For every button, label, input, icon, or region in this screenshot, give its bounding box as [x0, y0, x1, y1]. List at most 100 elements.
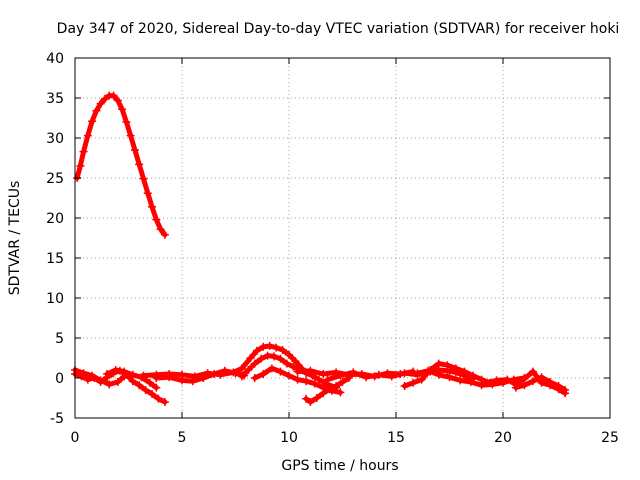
data-point — [387, 372, 396, 381]
x-tick-label-2: 10 — [280, 430, 298, 446]
data-point — [244, 366, 253, 374]
data-point — [503, 375, 512, 384]
data-point — [546, 378, 555, 386]
data-point — [325, 385, 334, 394]
data-point — [111, 366, 120, 374]
data-point — [336, 371, 345, 380]
data-point — [135, 160, 144, 169]
x-tick-label-0: 0 — [71, 430, 80, 446]
data-point — [293, 375, 302, 384]
data-point — [145, 378, 154, 387]
data-point — [92, 106, 101, 115]
data-point — [460, 367, 469, 376]
data-point — [285, 371, 293, 380]
data-point — [302, 377, 311, 386]
y-tick-label-2: 5 — [55, 331, 64, 347]
data-point — [336, 388, 345, 397]
data-point — [96, 376, 105, 385]
plot-frame — [74, 57, 611, 419]
data-point — [314, 375, 323, 384]
y-tick-label-7: 30 — [46, 131, 64, 147]
data-point — [154, 394, 163, 403]
data-point — [79, 147, 88, 156]
data-point — [109, 91, 118, 100]
data-point — [259, 370, 268, 378]
series-segment-b — [71, 366, 129, 389]
series-segment-h — [302, 374, 353, 406]
data-point — [141, 386, 150, 394]
data-point — [135, 381, 144, 390]
data-point — [349, 368, 358, 377]
data-point — [156, 225, 165, 234]
data-point — [152, 374, 161, 382]
axis-ticks: 0 5 10 15 20 25 -5 0 5 10 15 20 25 30 35 40 — [46, 51, 619, 446]
data-point — [278, 346, 287, 354]
data-point — [113, 378, 122, 386]
y-tick-label-1: 0 — [55, 371, 64, 387]
data-point — [103, 370, 112, 378]
y-tick-label-4: 15 — [46, 251, 64, 267]
data-point — [312, 394, 321, 402]
data-points — [71, 91, 570, 406]
data-point — [160, 230, 169, 239]
data-point — [88, 371, 97, 380]
data-point — [100, 94, 109, 103]
data-point — [118, 105, 127, 114]
data-point — [76, 162, 85, 170]
x-axis-label: GPS time / hours — [281, 458, 398, 474]
data-point — [267, 364, 276, 373]
data-point — [88, 117, 97, 126]
series-trace-peak — [74, 93, 168, 238]
data-point — [302, 394, 311, 403]
data-point — [270, 352, 279, 361]
data-point — [263, 351, 272, 360]
data-point — [105, 380, 114, 389]
data-point — [400, 369, 409, 378]
data-point — [306, 366, 315, 375]
data-point — [237, 364, 246, 373]
data-point — [160, 398, 169, 406]
data-point — [537, 373, 546, 382]
data-point — [178, 376, 186, 385]
x-tick-label-3: 15 — [387, 430, 405, 446]
data-point — [445, 373, 454, 382]
y-tick-label-6: 25 — [46, 171, 64, 187]
data-point — [130, 146, 139, 154]
data-point — [477, 381, 486, 390]
x-tick-label-5: 25 — [601, 430, 619, 446]
data-point — [456, 376, 465, 385]
data-point — [188, 377, 197, 386]
data-point — [466, 378, 475, 386]
data-point — [413, 369, 422, 378]
data-point — [276, 354, 285, 363]
data-point — [152, 215, 161, 224]
data-point — [250, 374, 259, 382]
data-point — [282, 359, 291, 368]
data-point — [237, 372, 246, 381]
data-point — [409, 378, 418, 387]
series-peak — [73, 91, 169, 239]
data-point — [152, 383, 161, 392]
data-point — [210, 370, 219, 378]
data-point — [165, 373, 174, 382]
data-point — [434, 370, 443, 379]
data-point — [246, 354, 255, 362]
y-tick-label-8: 35 — [46, 91, 64, 107]
data-point — [252, 346, 261, 355]
data-point — [323, 375, 332, 384]
y-tick-label-5: 20 — [46, 211, 64, 227]
data-point — [400, 382, 409, 390]
data-point — [231, 369, 240, 378]
data-point — [417, 375, 426, 384]
data-point — [259, 342, 268, 351]
data-point — [265, 342, 274, 350]
data-point — [362, 373, 371, 382]
y-tick-label-3: 10 — [46, 291, 64, 307]
data-point — [293, 367, 302, 376]
data-point — [443, 361, 452, 370]
data-point — [291, 357, 300, 366]
data-point — [148, 202, 157, 211]
series-trace-segment-m — [483, 369, 568, 396]
